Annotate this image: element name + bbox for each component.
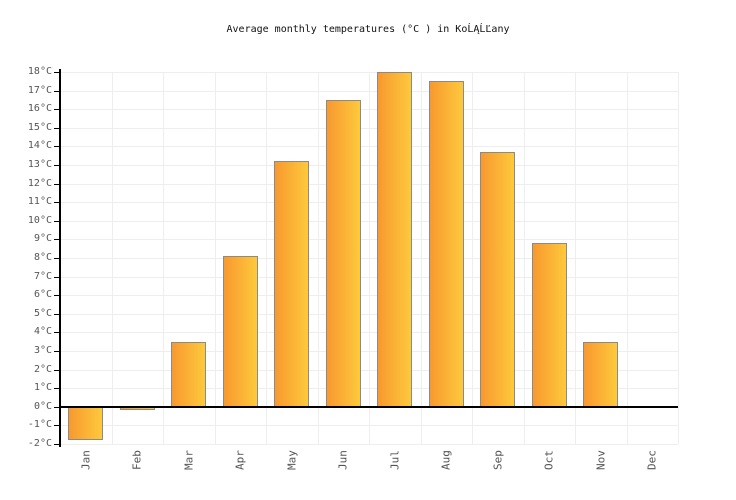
x-tick-label-Nov: Nov — [594, 450, 608, 470]
y-axis-tick — [54, 72, 60, 73]
x-tick-label-Jul: Jul — [388, 450, 402, 470]
gridline-vertical — [575, 72, 576, 444]
bar-Jun — [325, 99, 361, 407]
y-tick-label: 2°C — [33, 363, 52, 375]
x-axis-zero-line — [60, 405, 678, 408]
y-axis-tick — [54, 239, 60, 241]
x-tick-label-Dec: Dec — [645, 450, 659, 470]
chart-title: Average monthly temperatures (°C ) in Ko… — [226, 24, 510, 35]
y-axis-tick — [54, 146, 60, 148]
gridline-vertical — [111, 72, 113, 444]
bar-Jan — [68, 406, 104, 441]
y-tick-label: 12°C — [27, 177, 52, 189]
y-tick-label: 3°C — [33, 345, 52, 356]
y-tick-label: 8°C — [33, 252, 52, 263]
y-axis-tick — [54, 351, 60, 352]
y-tick-label: 9°C — [33, 233, 52, 245]
y-axis-tick — [54, 220, 60, 222]
bar-Apr — [222, 256, 258, 407]
y-axis-tick — [54, 444, 60, 445]
bar-Aug — [428, 81, 464, 407]
gridline-vertical — [214, 72, 216, 444]
bar-Mar — [171, 341, 207, 407]
y-tick-label: 18°C — [27, 66, 52, 77]
x-tick-label-Apr: Apr — [233, 450, 247, 470]
gridline-vertical — [626, 72, 628, 444]
y-axis-tick — [54, 183, 60, 185]
y-tick-label: 1°C — [33, 382, 52, 394]
gridline-vertical — [420, 72, 422, 444]
y-tick-label: -1°C — [27, 419, 52, 431]
x-tick-label-Feb: Feb — [130, 450, 144, 470]
y-axis-tick — [54, 276, 60, 278]
y-tick-label: 13°C — [27, 159, 52, 170]
y-tick-label: 10°C — [27, 214, 52, 226]
gridline-vertical — [163, 72, 164, 444]
y-axis-tick — [54, 313, 60, 315]
y-tick-label: 6°C — [33, 289, 52, 301]
y-tick-label: 4°C — [33, 326, 52, 338]
x-tick-label-Jan: Jan — [79, 450, 93, 470]
y-axis-tick — [54, 90, 60, 92]
y-axis-tick — [54, 425, 60, 427]
x-tick-label-Aug: Aug — [439, 450, 453, 470]
gridline-vertical — [678, 72, 679, 444]
bar-Oct — [531, 243, 567, 407]
y-axis-tick — [54, 109, 60, 111]
x-tick-label-Oct: Oct — [542, 450, 556, 470]
bar-Nov — [583, 341, 619, 407]
y-tick-label: 15°C — [27, 121, 52, 133]
bar-Sep — [480, 152, 516, 407]
gridline-horizontal — [60, 444, 678, 445]
y-axis-tick — [54, 258, 60, 259]
y-axis-tick — [54, 406, 60, 408]
x-tick-label-Sep: Sep — [491, 450, 505, 470]
y-tick-label: 7°C — [33, 270, 52, 282]
y-axis-tick — [54, 165, 60, 166]
y-axis-tick — [54, 127, 60, 129]
x-tick-label-May: May — [285, 450, 299, 470]
y-axis-tick — [54, 202, 60, 204]
gridline-vertical — [523, 72, 525, 444]
x-tick-label-Mar: Mar — [182, 450, 196, 470]
y-tick-label: 16°C — [27, 103, 52, 115]
y-tick-label: 0°C — [33, 400, 52, 412]
y-tick-label: 11°C — [27, 196, 52, 208]
bar-May — [274, 161, 310, 407]
y-tick-label: 5°C — [33, 307, 52, 319]
y-axis-tick — [54, 388, 60, 390]
plot-area: 18°C 17°C 16°C 15°C 14°C 13°C 12°C 11°C 10°C 9°C 8… — [28, 66, 679, 470]
bar-Jul — [377, 72, 413, 407]
y-axis-line — [59, 69, 61, 447]
y-axis-tick — [54, 332, 60, 334]
y-axis-tick — [54, 369, 60, 371]
gridline-vertical — [266, 72, 267, 444]
gridline-vertical — [472, 72, 473, 444]
gridline-vertical — [317, 72, 319, 444]
y-tick-label: 14°C — [27, 140, 52, 152]
y-tick-label: -2°C — [27, 438, 52, 449]
gridline-vertical — [369, 72, 370, 444]
y-tick-label: 17°C — [27, 84, 52, 96]
x-tick-label-Jun: Jun — [336, 450, 350, 470]
y-axis-tick — [54, 295, 60, 297]
